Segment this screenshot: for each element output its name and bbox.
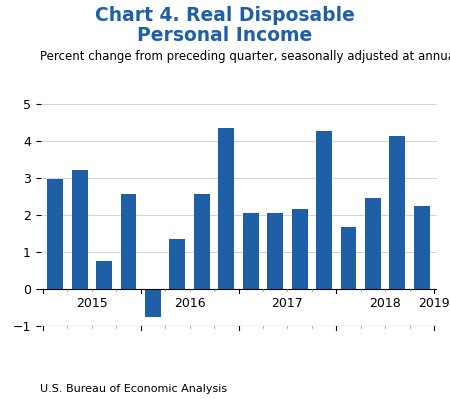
Bar: [47, 179, 63, 289]
Bar: [267, 213, 283, 289]
Bar: [389, 136, 405, 289]
Text: Percent change from preceding quarter, seasonally adjusted at annual rates: Percent change from preceding quarter, s…: [40, 50, 450, 63]
Bar: [194, 194, 210, 289]
Text: 2019: 2019: [418, 297, 450, 310]
Text: Personal Income: Personal Income: [137, 26, 313, 45]
Text: U.S. Bureau of Economic Analysis: U.S. Bureau of Economic Analysis: [40, 384, 228, 394]
Bar: [218, 128, 234, 289]
Bar: [292, 210, 307, 289]
Bar: [170, 239, 185, 289]
Bar: [96, 260, 112, 289]
Text: 2015: 2015: [76, 297, 108, 310]
Bar: [145, 289, 161, 317]
Bar: [316, 131, 332, 289]
Text: Chart 4. Real Disposable: Chart 4. Real Disposable: [95, 6, 355, 25]
Bar: [243, 213, 259, 289]
Bar: [365, 198, 381, 289]
Text: 2017: 2017: [271, 297, 303, 310]
Bar: [72, 170, 88, 289]
Bar: [341, 227, 356, 289]
Text: 2016: 2016: [174, 297, 205, 310]
Text: 2018: 2018: [369, 297, 401, 310]
Bar: [121, 194, 136, 289]
Bar: [414, 206, 430, 289]
